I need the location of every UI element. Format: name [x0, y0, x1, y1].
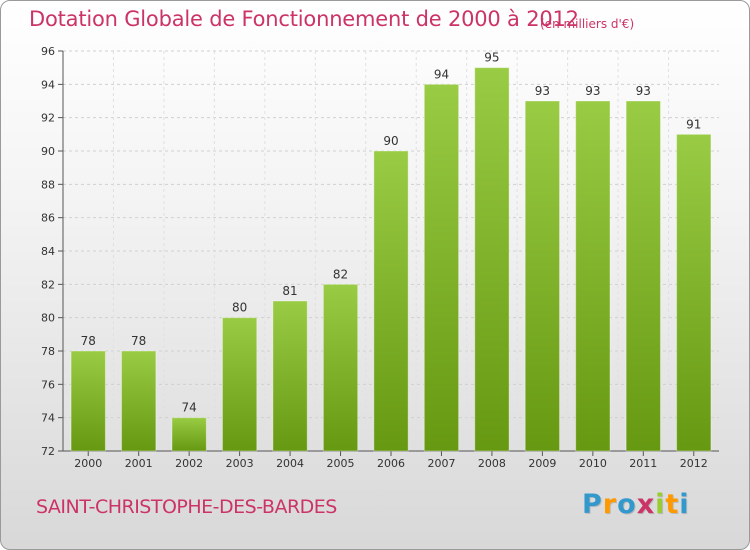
bar-highlight — [70, 350, 106, 452]
y-tick-label: 88 — [41, 178, 55, 191]
commune-name: SAINT-CHRISTOPHE-DES-BARDES — [36, 496, 337, 518]
x-tick-label: 2002 — [175, 457, 203, 470]
y-tick-label: 92 — [41, 112, 55, 125]
bar-value-label: 78 — [81, 334, 96, 348]
chart-title: Dotation Globale de Fonctionnement de 20… — [29, 7, 579, 31]
x-tick-label: 2012 — [680, 457, 708, 470]
logo-letter: r — [602, 489, 618, 520]
bar — [71, 351, 106, 451]
x-tick-label: 2004 — [276, 457, 304, 470]
bar-highlight — [676, 133, 712, 452]
bar-highlight — [322, 283, 359, 452]
logo-letter: x — [636, 489, 656, 520]
x-tick-label: 2010 — [579, 457, 607, 470]
y-tick-label: 74 — [41, 412, 55, 425]
bar-highlight — [625, 100, 661, 452]
proxiti-logo[interactable]: Proxiti — [582, 489, 690, 520]
bar-value-label: 95 — [484, 51, 499, 65]
bar-highlight — [423, 83, 460, 452]
bar-value-label: 91 — [686, 117, 701, 131]
bar — [121, 351, 156, 451]
bar — [323, 284, 358, 451]
bar-highlight — [575, 100, 611, 452]
y-tick-label: 76 — [41, 378, 55, 391]
x-tick-label: 2000 — [74, 457, 102, 470]
bar-value-label: 78 — [131, 334, 146, 348]
y-tick-label: 94 — [41, 78, 55, 91]
bar — [676, 134, 711, 452]
bar-value-label: 81 — [282, 284, 297, 298]
y-tick-label: 96 — [41, 45, 55, 58]
x-tick-label: 2011 — [629, 457, 657, 470]
x-tick-label: 2003 — [226, 457, 254, 470]
bar-highlight — [121, 350, 157, 452]
bars — [70, 67, 712, 452]
bar-highlight — [171, 417, 207, 452]
y-tick-label: 80 — [41, 312, 55, 325]
logo-letter: i — [679, 489, 690, 520]
bar — [575, 101, 611, 451]
y-tick-label: 72 — [41, 445, 55, 458]
x-tick-label: 2006 — [377, 457, 405, 470]
bar-value-label: 94 — [434, 67, 449, 81]
logo-letter: o — [617, 489, 637, 520]
bar-value-label: 93 — [535, 84, 550, 98]
bar — [171, 417, 207, 451]
bar-highlight — [221, 317, 258, 452]
bar-value-label: 93 — [585, 84, 600, 98]
bar — [272, 301, 308, 451]
y-tick-label: 90 — [41, 145, 55, 158]
bar — [373, 151, 409, 451]
y-tick-label: 84 — [41, 245, 55, 258]
x-tick-label: 2008 — [478, 457, 506, 470]
bar — [222, 317, 257, 451]
x-tick-label: 2005 — [327, 457, 355, 470]
bar-highlight — [524, 100, 561, 452]
x-tick-label: 2009 — [528, 457, 556, 470]
bar-highlight — [272, 300, 308, 452]
bar — [626, 101, 661, 451]
bar-value-label: 90 — [383, 134, 398, 148]
y-tick-label: 86 — [41, 212, 55, 225]
bar-value-label: 93 — [636, 84, 651, 98]
y-tick-label: 82 — [41, 278, 55, 291]
logo-letter: i — [655, 489, 666, 520]
bar-highlight — [373, 150, 409, 452]
bar-value-label: 74 — [182, 401, 197, 415]
x-tick-label: 2001 — [125, 457, 153, 470]
bar — [525, 101, 560, 451]
x-tick-label: 2007 — [427, 457, 455, 470]
y-tick-label: 78 — [41, 345, 55, 358]
logo-letter: P — [582, 489, 603, 520]
bar — [424, 84, 459, 451]
logo-letter: t — [665, 489, 680, 520]
bar-highlight — [474, 67, 510, 452]
bar — [474, 67, 510, 452]
bar-value-label: 82 — [333, 267, 348, 281]
labels: 72 74 76 78 80 82 84 86 88 90 92 94 96 78 2000 78 2001 74… — [41, 45, 708, 470]
bar-value-label: 80 — [232, 301, 247, 315]
chart-subtitle: (en milliers d'€) — [540, 17, 635, 31]
